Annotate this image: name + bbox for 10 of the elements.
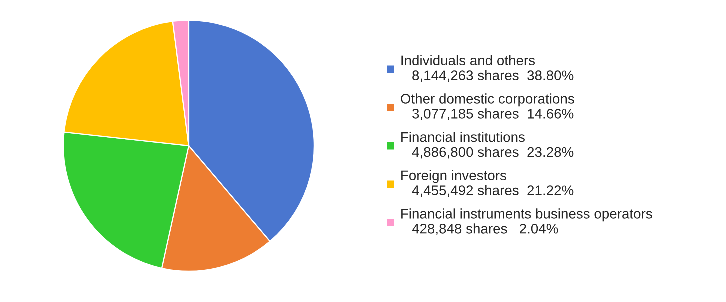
data-label: 4,455,492 shares 21.22% [412, 185, 574, 198]
data-label: 3,077,185 shares 14.66% [412, 108, 574, 120]
data-label: 4,886,800 shares 23.28% [412, 146, 574, 159]
data-label: 428,848 shares 2.04% [412, 224, 558, 236]
legend-label: Other domestic corporations [401, 94, 574, 107]
legend-label: Individuals and others [402, 55, 536, 66]
data-label: 8,144,263 shares 38.80% [412, 70, 574, 82]
legend-label: Foreign investors [402, 170, 506, 184]
legend-label: Financial instruments business operators [402, 208, 652, 222]
legend-label: Financial institutions [402, 132, 525, 142]
